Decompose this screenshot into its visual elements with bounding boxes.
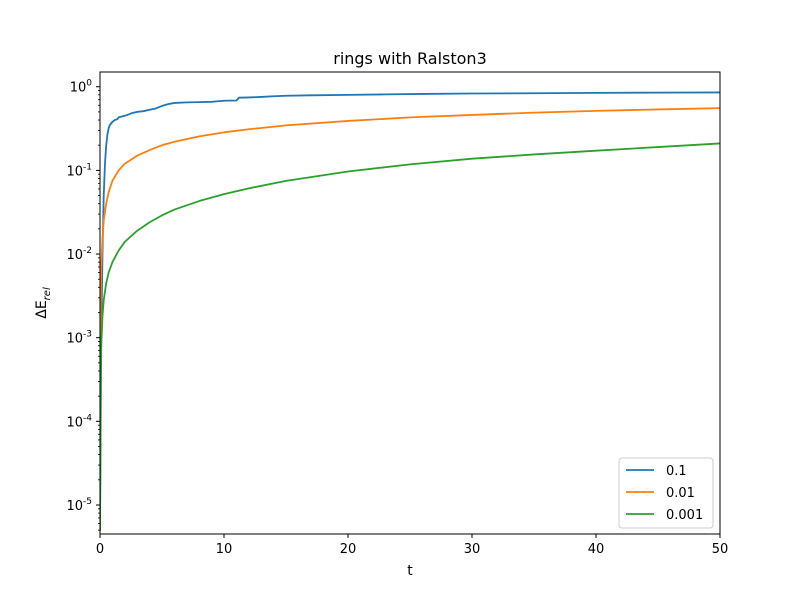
series-group (100, 91, 720, 532)
x-tick-label: 40 (588, 542, 605, 557)
y-tick-label: 10-4 (66, 413, 92, 430)
plot-area (99, 71, 721, 535)
x-tick-label: 10 (216, 542, 233, 557)
y-tick-label: 10-1 (66, 162, 92, 179)
x-tick-label: 0 (96, 542, 104, 557)
x-tick-label: 20 (340, 542, 357, 557)
y-tick-label: 10-3 (66, 330, 92, 347)
series-line-1 (100, 107, 720, 532)
x-axis: 0 10 20 30 40 50 (96, 534, 728, 557)
legend-label: 0.001 (666, 508, 703, 523)
chart-title: rings with Ralston3 (333, 49, 487, 68)
series-line-2 (100, 142, 720, 532)
y-axis-label-base: ΔE (34, 300, 50, 318)
legend: 0.1 0.01 0.001 (618, 457, 714, 529)
x-axis-label: t (407, 563, 413, 579)
y-tick-label: 10-2 (66, 246, 92, 263)
y-axis: 100 10-1 10-2 10-3 10-4 10-5 (66, 79, 100, 531)
legend-label: 0.01 (666, 486, 695, 501)
x-tick-label: 50 (712, 542, 729, 557)
y-tick-label: 100 (70, 79, 93, 96)
x-tick-label: 30 (464, 542, 481, 557)
series-line-0 (100, 91, 720, 532)
y-axis-label: ΔErel (34, 287, 53, 319)
legend-box (618, 457, 714, 529)
legend-label: 0.1 (666, 464, 687, 479)
y-axis-label-sub: rel (42, 287, 53, 300)
y-tick-label: 10-5 (66, 497, 92, 514)
plot-frame (99, 71, 721, 535)
